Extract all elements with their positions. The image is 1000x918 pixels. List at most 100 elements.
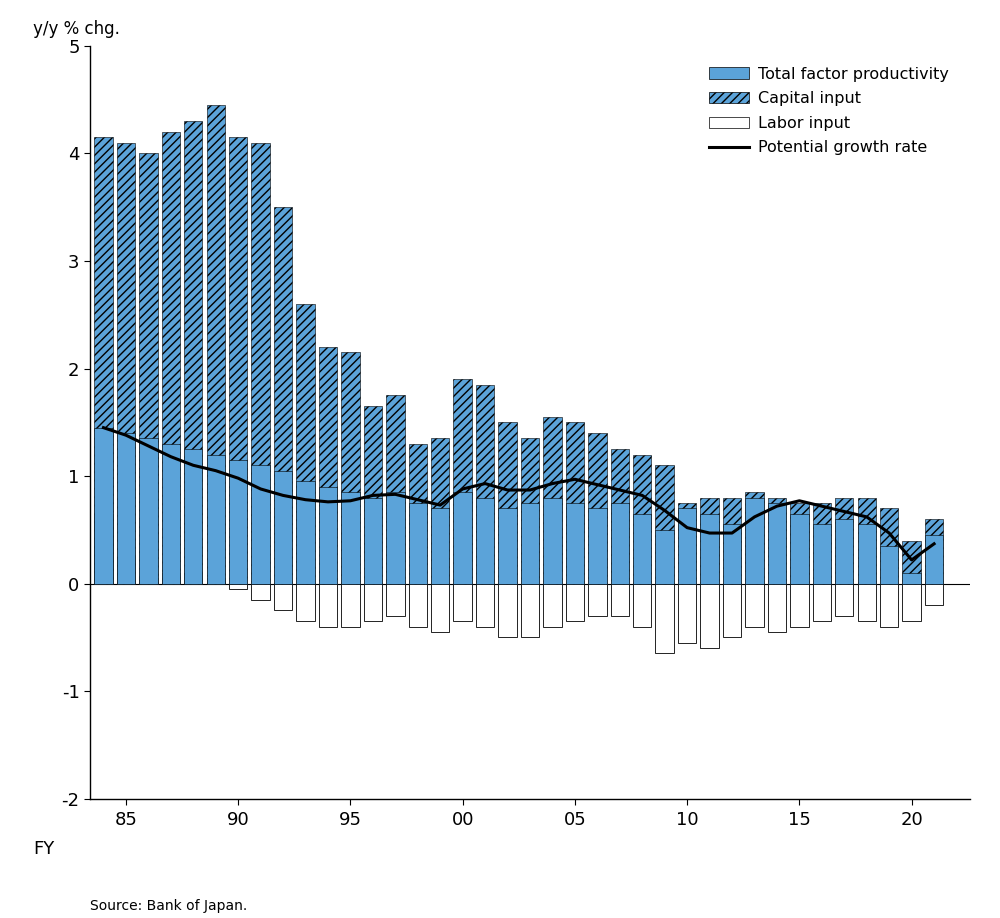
Bar [700,584,719,648]
Bar [902,573,921,584]
Bar [431,439,449,584]
Bar [813,503,831,584]
Bar [521,503,539,584]
Bar [925,584,943,605]
Bar [745,498,764,584]
Bar [700,514,719,584]
Bar [207,105,225,584]
Text: y/y % chg.: y/y % chg. [33,20,120,39]
Bar [498,422,517,584]
Bar [184,449,202,584]
Bar [229,460,247,584]
Bar [498,584,517,637]
Bar [386,492,405,584]
Bar [790,514,809,584]
Bar [880,584,898,627]
Bar [94,428,113,584]
Bar [251,584,270,599]
Bar [813,584,831,621]
Bar [633,514,651,584]
Bar [453,379,472,584]
Bar [655,465,674,584]
Bar [678,584,696,643]
Bar [835,498,853,584]
Bar [700,498,719,584]
Text: Source: Bank of Japan.: Source: Bank of Japan. [90,900,247,913]
Bar [364,406,382,584]
Bar [611,449,629,584]
Bar [768,503,786,584]
Bar [925,535,943,584]
Bar [207,454,225,584]
Bar [184,121,202,584]
Bar [566,422,584,584]
Bar [498,509,517,584]
Bar [162,443,180,584]
Bar [858,524,876,584]
Bar [678,503,696,584]
Bar [409,584,427,627]
Bar [655,584,674,654]
Bar [319,487,337,584]
Bar [296,481,315,584]
Bar [341,492,360,584]
Bar [341,584,360,627]
Bar [117,433,135,584]
Bar [409,503,427,584]
Bar [768,498,786,584]
Bar [139,439,158,584]
Text: FY: FY [33,840,54,858]
Bar [341,353,360,584]
Bar [790,503,809,584]
Bar [476,498,494,584]
Bar [521,439,539,584]
Bar [655,530,674,584]
Bar [207,578,225,584]
Bar [296,584,315,621]
Bar [139,578,158,584]
Bar [588,433,607,584]
Bar [251,142,270,584]
Bar [521,584,539,637]
Bar [386,584,405,616]
Bar [296,304,315,584]
Bar [858,498,876,584]
Bar [790,584,809,627]
Bar [543,584,562,627]
Bar [184,573,202,584]
Bar [925,519,943,584]
Bar [431,584,449,632]
Bar [543,498,562,584]
Bar [162,132,180,584]
Bar [902,541,921,584]
Bar [633,454,651,584]
Bar [117,556,135,584]
Bar [633,584,651,627]
Bar [858,584,876,621]
Bar [835,584,853,616]
Bar [902,584,921,621]
Bar [251,465,270,584]
Bar [386,396,405,584]
Bar [611,584,629,616]
Bar [229,138,247,584]
Bar [723,584,741,637]
Bar [588,509,607,584]
Bar [723,498,741,584]
Bar [139,153,158,584]
Bar [274,584,292,610]
Bar [94,138,113,584]
Bar [274,471,292,584]
Bar [566,503,584,584]
Bar [723,524,741,584]
Legend: Total factor productivity, Capital input, Labor input, Potential growth rate: Total factor productivity, Capital input… [696,54,962,168]
Bar [319,584,337,627]
Bar [453,492,472,584]
Bar [835,519,853,584]
Bar [274,207,292,584]
Bar [768,584,786,632]
Bar [678,509,696,584]
Bar [364,498,382,584]
Bar [745,584,764,627]
Bar [813,524,831,584]
